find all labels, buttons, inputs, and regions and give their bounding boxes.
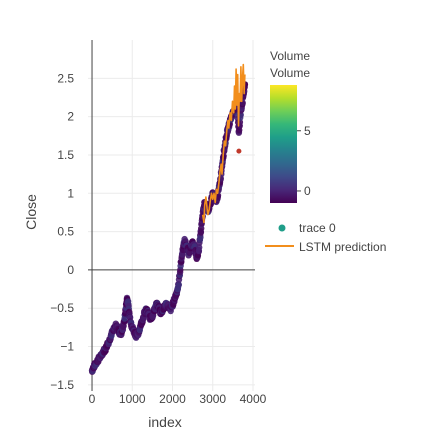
x-tick-label: 0 xyxy=(89,392,96,406)
colorbar-tick-label: 5 xyxy=(304,124,311,138)
colorbar-gradient xyxy=(270,85,297,203)
x-tick-label: 2000 xyxy=(159,392,186,406)
y-tick-label: −0.5 xyxy=(50,301,74,315)
colorbar-title-line1: Volume xyxy=(270,49,310,63)
x-axis-title: index xyxy=(148,414,181,430)
y-tick-label: −1.5 xyxy=(50,378,74,392)
grid xyxy=(88,40,255,391)
x-tick-label: 3000 xyxy=(199,392,226,406)
colorbar: Volume Volume 05 xyxy=(270,49,311,203)
x-tick-label: 1000 xyxy=(119,392,146,406)
x-tick-labels: 0 1000 2000 3000 4000 xyxy=(89,392,267,406)
lstm-prediction-line xyxy=(201,63,246,224)
legend-item-lstm-prediction[interactable]: LSTM prediction xyxy=(265,240,386,254)
y-tick-label: 0.5 xyxy=(57,225,74,239)
trace-0-point xyxy=(197,234,204,241)
y-tick-label: −1 xyxy=(60,340,74,354)
y-tick-label: 1.5 xyxy=(57,148,74,162)
trace-0-point xyxy=(236,148,242,154)
colorbar-tick-label: 0 xyxy=(304,184,311,198)
x-tick-label: 4000 xyxy=(240,392,267,406)
y-tick-label: 2.5 xyxy=(57,71,74,85)
legend-item-trace-0[interactable]: trace 0 xyxy=(278,221,337,235)
legend-label-lstm-prediction: LSTM prediction xyxy=(299,240,386,254)
y-tick-label: 2 xyxy=(67,110,74,124)
lstm-prediction-path xyxy=(201,63,246,224)
colorbar-title-line2: Volume xyxy=(270,66,310,80)
y-tick-label: 1 xyxy=(67,186,74,200)
legend-label-trace-0: trace 0 xyxy=(299,221,336,235)
colorbar-ticks: 05 xyxy=(297,124,311,198)
y-tick-label: 0 xyxy=(67,263,74,277)
trace-0-markers xyxy=(88,81,249,375)
trace-0-point xyxy=(196,244,203,251)
legend[interactable]: trace 0 LSTM prediction xyxy=(265,221,386,254)
y-tick-labels: −1.5 −1 −0.5 0 0.5 1 1.5 2 2.5 xyxy=(50,71,74,392)
legend-marker-icon xyxy=(278,224,286,232)
trace-0-point xyxy=(175,281,182,289)
y-axis-title: Close xyxy=(23,194,39,230)
